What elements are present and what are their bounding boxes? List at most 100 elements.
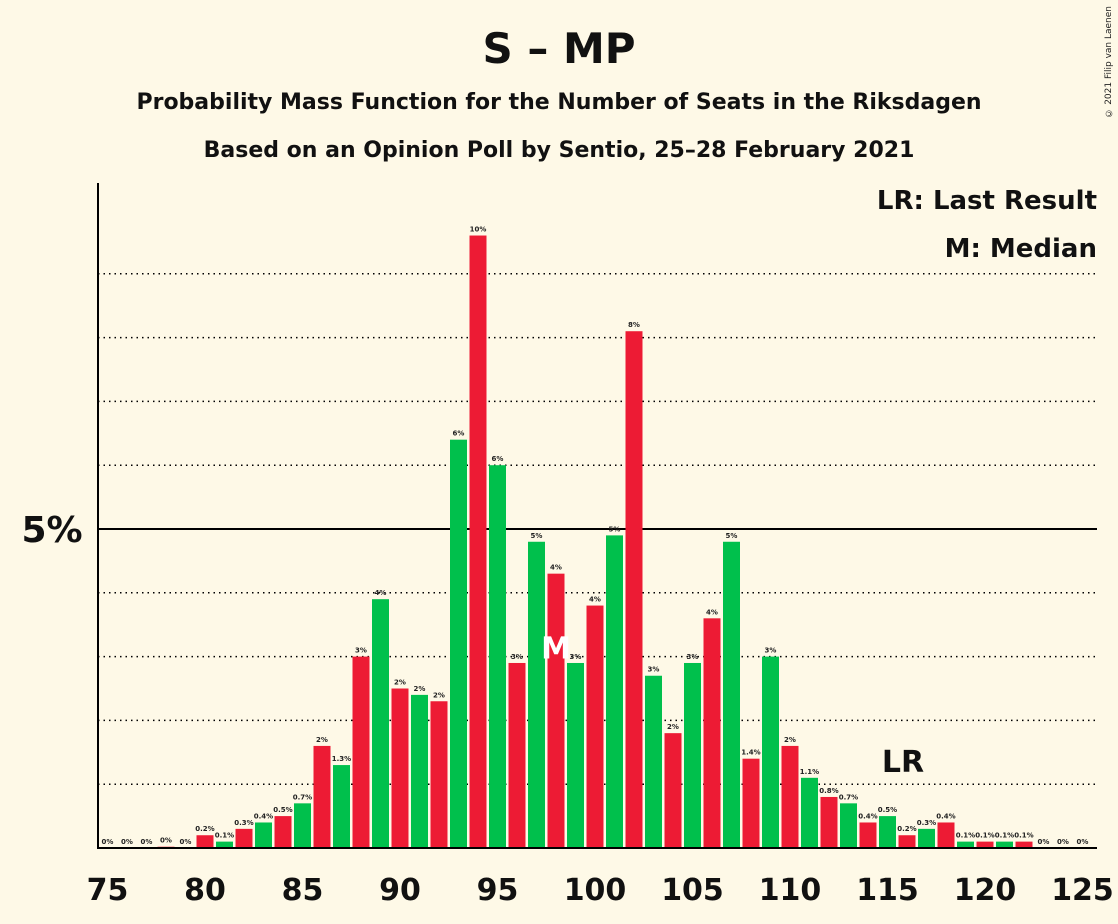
bar-label-101: 5%: [609, 525, 621, 533]
bar-label-84: 0.5%: [273, 806, 292, 814]
bar-label-121: 0.1%: [995, 832, 1014, 840]
bar-91: [411, 694, 428, 848]
bar-label-85: 0.7%: [293, 793, 312, 801]
bar-label-118: 0.4%: [936, 812, 955, 820]
bar-label-99: 3%: [570, 653, 582, 661]
bar-label-123: 0%: [1038, 838, 1050, 846]
bar-117: [918, 828, 935, 848]
legend-last-result: LR: Last Result: [877, 186, 1097, 216]
bar-label-77: 0%: [141, 838, 153, 846]
bar-label-91: 2%: [414, 685, 426, 693]
bar-112: [820, 796, 838, 848]
x-tick-label-85: 85: [282, 873, 324, 908]
x-tick-label-105: 105: [661, 873, 724, 908]
bar-109: [762, 656, 779, 848]
bar-118: [937, 822, 955, 848]
bar-label-106: 4%: [706, 608, 718, 616]
chart-subtitle-poll: Based on an Opinion Poll by Sentio, 25–2…: [203, 138, 915, 163]
bar-label-125: 0%: [1077, 838, 1089, 846]
bar-80: [196, 835, 214, 848]
bar-label-107: 5%: [726, 532, 738, 540]
bar-label-76: 0%: [121, 838, 133, 846]
bar-101: [606, 535, 623, 848]
y-tick-label: 5%: [21, 510, 82, 551]
bar-label-117: 0.3%: [917, 819, 936, 827]
bar-label-80: 0.2%: [195, 825, 214, 833]
bar-label-79: 0%: [180, 838, 192, 846]
bar-121: [996, 841, 1013, 848]
bar-label-102: 8%: [628, 321, 640, 329]
bar-98: [547, 573, 565, 848]
bar-104: [664, 733, 682, 848]
bar-label-81: 0.1%: [215, 832, 234, 840]
bar-111: [801, 777, 818, 848]
bar-100: [586, 605, 604, 848]
bar-113: [840, 803, 857, 848]
bar-110: [781, 745, 799, 848]
bar-115: [879, 816, 896, 848]
bar-label-114: 0.4%: [858, 812, 877, 820]
bar-82: [235, 828, 253, 848]
bar-120: [976, 841, 994, 848]
median-marker: M: [541, 632, 571, 667]
bar-122: [1015, 841, 1033, 848]
x-tick-label-100: 100: [564, 873, 627, 908]
bar-83: [255, 822, 272, 848]
bar-105: [684, 662, 701, 848]
chart-title: S – MP: [482, 24, 636, 73]
x-tick-label-120: 120: [954, 873, 1017, 908]
bar-95: [489, 465, 506, 848]
bar-94: [469, 235, 487, 848]
bar-label-124: 0%: [1057, 838, 1069, 846]
bar-119: [957, 841, 974, 848]
bar-93: [450, 439, 467, 848]
bar-label-75: 0%: [102, 838, 114, 846]
bar-96: [508, 662, 526, 848]
bar-108: [742, 758, 760, 848]
chart-subtitle: Probability Mass Function for the Number…: [136, 90, 982, 115]
bar-106: [703, 618, 721, 848]
bar-label-88: 3%: [355, 647, 367, 655]
bar-87: [333, 765, 350, 848]
x-tick-label-115: 115: [856, 873, 919, 908]
bar-88: [352, 656, 370, 848]
bar-label-100: 4%: [589, 596, 601, 604]
bar-label-116: 0.2%: [897, 825, 916, 833]
bar-99: [567, 662, 584, 848]
bar-label-83: 0.4%: [254, 812, 273, 820]
bar-label-111: 1.1%: [800, 768, 819, 776]
bar-label-105: 3%: [687, 653, 699, 661]
bar-label-112: 0.8%: [819, 787, 838, 795]
bar-label-113: 0.7%: [839, 793, 858, 801]
x-tick-label-75: 75: [87, 873, 129, 908]
bar-label-89: 4%: [375, 589, 387, 597]
bar-label-97: 5%: [531, 532, 543, 540]
bar-label-87: 1.3%: [332, 755, 351, 763]
bar-97: [528, 541, 545, 848]
bar-89: [372, 599, 389, 848]
bar-label-115: 0.5%: [878, 806, 897, 814]
bar-label-108: 1.4%: [741, 749, 760, 757]
bar-116: [898, 835, 916, 848]
bar-label-110: 2%: [784, 736, 796, 744]
x-tick-label-95: 95: [477, 873, 519, 908]
bar-81: [216, 841, 233, 848]
x-tick-label-125: 125: [1051, 873, 1114, 908]
x-tick-label-90: 90: [379, 873, 421, 908]
bar-86: [313, 745, 331, 848]
bar-103: [645, 675, 662, 848]
bar-label-90: 2%: [394, 679, 406, 687]
bar-label-82: 0.3%: [234, 819, 253, 827]
bar-label-122: 0.1%: [1014, 832, 1033, 840]
bar-label-120: 0.1%: [975, 832, 994, 840]
bar-label-95: 6%: [492, 455, 504, 463]
bar-label-93: 6%: [453, 430, 465, 438]
bar-85: [294, 803, 311, 848]
bar-114: [859, 822, 877, 848]
last-result-marker: LR: [882, 745, 924, 780]
bar-84: [274, 816, 292, 848]
bar-label-119: 0.1%: [956, 832, 975, 840]
bar-label-78: 0%: [160, 837, 172, 845]
bar-label-96: 3%: [511, 653, 523, 661]
